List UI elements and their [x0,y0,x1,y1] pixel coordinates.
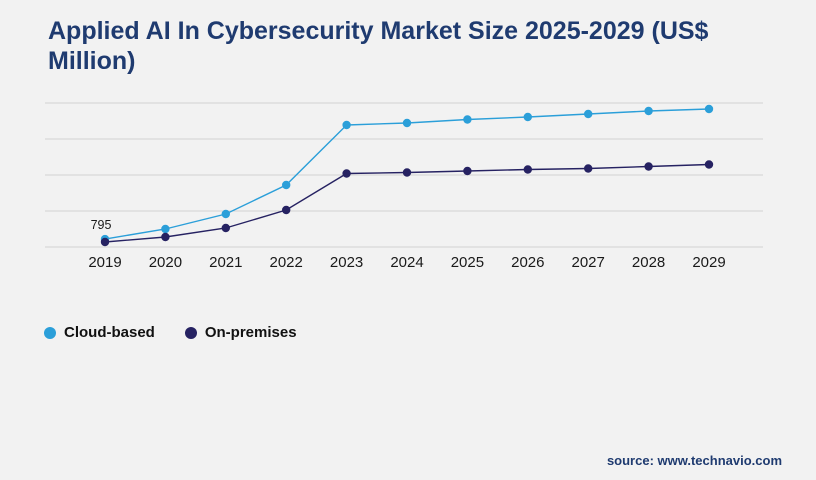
x-axis-label: 2027 [572,254,605,271]
x-axis-label: 2029 [692,254,725,271]
data-point-on-premises-2023 [342,169,351,178]
data-point-on-premises-2028 [644,162,653,171]
legend-label-on-premises: On-premises [204,324,297,341]
data-point-cloud-based-2024 [402,118,412,128]
data-point-on-premises-2021 [221,223,230,233]
legend-item-cloud-based: Cloud-based [44,324,155,341]
data-point-cloud-based-2025 [463,115,472,124]
x-axis-label: 2025 [451,254,484,271]
x-axis-label: 2023 [330,254,363,271]
chart-legend: Cloud-based On-premises [44,324,297,341]
x-axis-label: 2022 [270,254,303,271]
data-point-cloud-based-2026 [523,112,532,122]
data-point-on-premises-2024 [402,168,412,177]
x-axis-label: 2020 [149,254,182,271]
data-label: 795 [91,218,112,232]
x-axis-label: 2019 [88,254,121,271]
data-point-cloud-based-2020 [161,224,170,234]
data-point-on-premises-2020 [161,232,170,242]
data-point-on-premises-2029 [704,160,714,169]
data-point-cloud-based-2021 [221,209,230,219]
legend-dot-cloud-based-icon [44,326,56,339]
data-point-cloud-based-2027 [584,109,593,119]
data-point-on-premises-2019 [100,237,110,247]
data-point-cloud-based-2022 [282,180,291,190]
legend-label-cloud-based: Cloud-based [64,324,155,341]
source-attribution: source: www.technavio.com [606,453,782,468]
x-axis-label: 2026 [511,254,544,271]
legend-dot-on-premises-icon [184,326,197,339]
chart-title: Applied AI In Cybersecurity Market Size … [48,17,709,75]
data-point-cloud-based-2029 [704,104,714,114]
x-axis-label: 2021 [209,254,242,271]
data-point-on-premises-2022 [282,205,291,215]
x-axis-label: 2024 [390,254,423,271]
data-point-cloud-based-2023 [342,120,351,130]
line-chart-canvas: 2019 2020 2021 2022 2023 2024 2025 2026 2027 2028… [45,102,763,271]
data-point-on-premises-2026 [523,165,532,174]
data-point-on-premises-2027 [584,164,593,173]
data-point-cloud-based-2028 [644,106,653,116]
data-point-on-premises-2025 [463,166,472,176]
x-axis-label: 2028 [632,254,665,271]
legend-item-on-premises: On-premises [184,324,297,341]
